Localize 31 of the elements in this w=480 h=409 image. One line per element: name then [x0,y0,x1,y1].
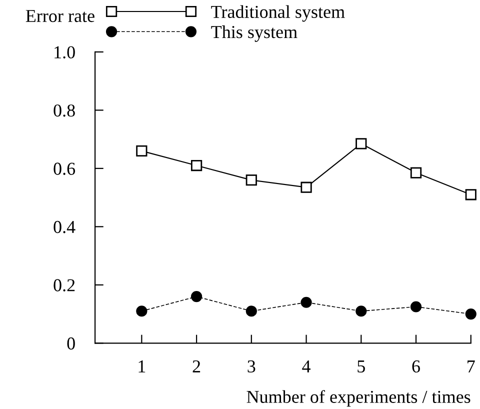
point [190,291,202,302]
point [246,306,257,317]
y-tick-label: 0 [67,337,75,350]
x-axis-title: Number of experiments / times [246,390,470,407]
x-tick-label: 2 [192,360,200,372]
point [246,174,257,186]
x-tick-label: 7 [468,360,475,372]
y-tick-label: 0.4 [54,220,76,234]
x-tick-label: 6 [412,360,420,373]
legend-label: This system [211,25,298,42]
point [465,308,476,320]
x-tick-label: 1 [138,360,146,372]
y-tick-label: 0.2 [54,279,75,292]
point [136,145,148,157]
y-tick-label: 0.6 [54,162,76,175]
point [356,138,367,150]
point [300,296,312,308]
y-tick-label: 0.8 [54,104,75,117]
legend-label: Traditional system [211,5,345,22]
point [465,189,476,200]
y-tick-label: 1.0 [54,46,75,58]
point [356,306,367,317]
point [136,306,148,317]
point [300,182,312,193]
x-tick-label: 4 [302,360,311,372]
point [410,167,422,178]
x-tick-label: 5 [358,360,365,373]
point [190,160,202,172]
point [410,301,422,312]
y-axis-title: Error rate [26,10,94,22]
x-tick-label: 3 [248,360,256,373]
